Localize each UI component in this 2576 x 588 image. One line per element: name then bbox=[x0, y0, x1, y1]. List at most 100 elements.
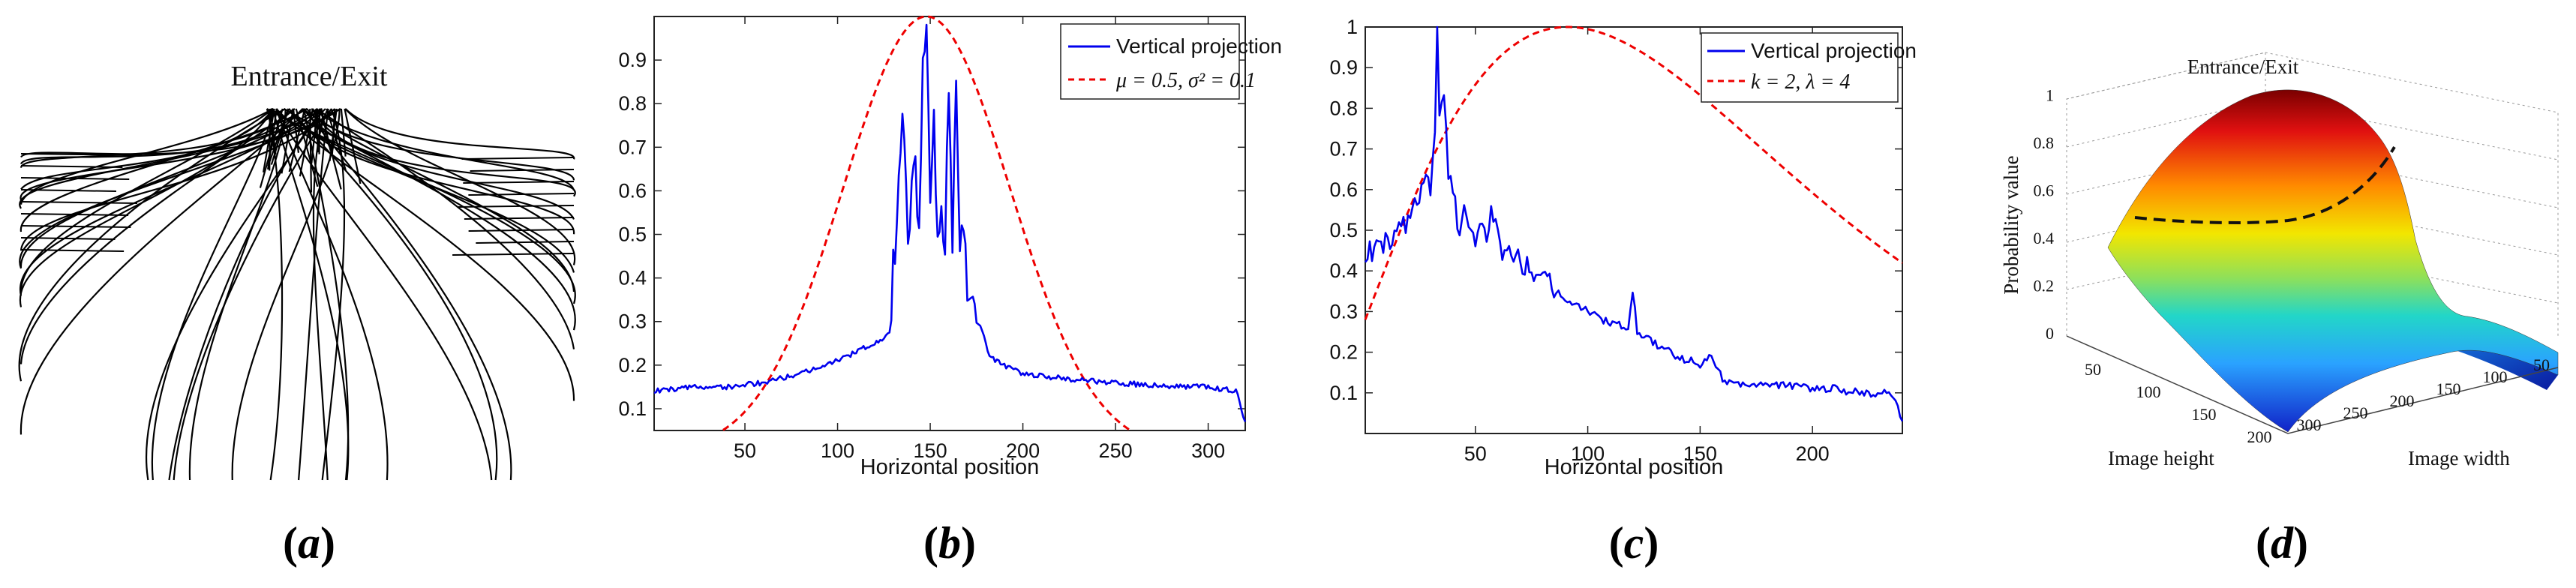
y-tick-label: 0.1 bbox=[618, 398, 647, 420]
y-tick-label: 0.8 bbox=[618, 92, 647, 115]
trajectory-line bbox=[468, 229, 575, 232]
trajectory-line bbox=[20, 108, 275, 292]
trajectory-line bbox=[275, 108, 389, 481]
trajectory-line bbox=[295, 108, 319, 188]
y-tick-label: 0.2 bbox=[618, 354, 647, 376]
trajectory-line bbox=[281, 108, 294, 174]
width-tick-label: 50 bbox=[2533, 356, 2550, 374]
trajectory-line bbox=[188, 108, 287, 481]
trajectory-line bbox=[173, 108, 332, 481]
x-tick-label: 150 bbox=[914, 440, 947, 462]
panel-a-label: (a) bbox=[283, 518, 335, 568]
x-tick-label: 250 bbox=[1099, 440, 1133, 462]
x-tick-label: 100 bbox=[1571, 442, 1605, 465]
y-tick-label: 0.3 bbox=[1329, 300, 1358, 322]
trajectory-line bbox=[20, 108, 296, 364]
trajectory-line bbox=[267, 108, 278, 170]
trajectory-line bbox=[470, 169, 575, 172]
trajectory-line bbox=[458, 205, 575, 208]
x-tick-label: 150 bbox=[1683, 442, 1717, 465]
width-tick-label: 250 bbox=[2343, 404, 2368, 422]
panel-d-dashed-curve bbox=[2134, 146, 2396, 224]
trajectory-line bbox=[340, 108, 347, 157]
panel-c-legend-box bbox=[1701, 32, 1899, 103]
trajectory-line bbox=[298, 108, 329, 481]
panel-b-gaussian-plot: 50 100 150 200 250 300 0.1 0.2 0.3 0.4 0.5 0.6 0.7 0.… bbox=[618, 15, 1282, 479]
y-tick-label: 0.7 bbox=[618, 136, 647, 158]
panel-c-label: (c) bbox=[1609, 518, 1659, 568]
trajectory-line bbox=[476, 241, 575, 244]
trajectory-line bbox=[20, 237, 116, 240]
trajectory-line bbox=[464, 217, 575, 220]
height-tick-label: 200 bbox=[2247, 428, 2272, 446]
height-tick-label: 50 bbox=[2085, 360, 2101, 379]
panel-d-height-ticks: 50 100 150 200 bbox=[2085, 360, 2272, 446]
z-tick-label: 0.4 bbox=[2034, 229, 2055, 248]
trajectory-line bbox=[20, 225, 131, 228]
y-tick-label: 0.1 bbox=[1329, 382, 1358, 404]
y-tick-label: 0.9 bbox=[618, 49, 647, 71]
panel-b-xlabel: Horizontal position bbox=[860, 455, 1040, 479]
trajectory-line bbox=[463, 181, 575, 184]
trajectory-line bbox=[309, 108, 313, 193]
z-tick-label: 1 bbox=[2046, 86, 2054, 105]
trajectory-line bbox=[344, 108, 576, 266]
x-tick-label: 50 bbox=[1464, 442, 1487, 465]
projection-line bbox=[653, 23, 1247, 422]
trajectory-line bbox=[452, 253, 575, 256]
y-tick-label: 0.2 bbox=[1329, 341, 1358, 364]
panel-b-legend-entry-2: μ = 0.5, σ² = 0.1 bbox=[1115, 69, 1256, 92]
z-tick-label: 0 bbox=[2046, 324, 2054, 343]
y-tick-label: 1 bbox=[1347, 16, 1358, 38]
trajectory-line bbox=[315, 108, 575, 350]
panel-d-label: (d) bbox=[2256, 518, 2308, 568]
panel-b-label: (b) bbox=[923, 518, 976, 568]
y-tick-label: 0.6 bbox=[618, 179, 647, 202]
panel-c-legend-entry-1: Vertical projection bbox=[1751, 39, 1917, 62]
trajectory-line bbox=[461, 157, 575, 160]
y-tick-label: 0.9 bbox=[1329, 56, 1358, 79]
width-tick-label: 300 bbox=[2297, 416, 2322, 434]
trajectory-line bbox=[19, 108, 341, 269]
trajectory-line bbox=[344, 108, 362, 184]
trajectory-line bbox=[270, 108, 290, 165]
panel-b-legend-entry-1: Vertical projection bbox=[1116, 34, 1282, 58]
trajectory-line bbox=[321, 108, 346, 481]
trajectory-line bbox=[292, 108, 300, 153]
panel-c-ticks: 50 100 150 200 0.1 0.2 0.3 0.4 0.5 0.6 0.7 0.8 0.9 1 bbox=[1329, 16, 1902, 465]
panel-d-z-ticks: 0 0.2 0.4 0.6 0.8 1 bbox=[2034, 86, 2055, 344]
x-tick-label: 200 bbox=[1796, 442, 1830, 465]
height-tick-label: 150 bbox=[2192, 405, 2217, 424]
panel-d-surface bbox=[2107, 89, 2559, 433]
trajectory-line bbox=[20, 153, 142, 156]
panel-d-surface-plot: Entrance/Exit 0 0.2 0.4 0.6 0.8 1 50 100 150 200… bbox=[2000, 52, 2559, 470]
z-tick-label: 0.6 bbox=[2034, 182, 2055, 200]
z-tick-label: 0.2 bbox=[2034, 277, 2055, 296]
trajectory-line bbox=[326, 108, 347, 171]
y-tick-label: 0.4 bbox=[1329, 260, 1358, 282]
trajectory-line bbox=[20, 201, 138, 204]
trajectory-line bbox=[19, 108, 274, 308]
panel-b-series bbox=[653, 15, 1247, 431]
trajectory-line bbox=[275, 108, 575, 401]
x-tick-label: 300 bbox=[1191, 440, 1225, 462]
panel-a-trajectory-plot: Entrance/Exit bbox=[18, 61, 576, 481]
trajectory-line bbox=[20, 177, 130, 180]
y-tick-label: 0.3 bbox=[618, 310, 647, 333]
width-tick-label: 150 bbox=[2436, 380, 2461, 398]
x-tick-label: 100 bbox=[821, 440, 854, 462]
y-tick-label: 0.6 bbox=[1329, 178, 1358, 201]
y-tick-label: 0.8 bbox=[1329, 97, 1358, 119]
y-tick-label: 0.7 bbox=[1329, 138, 1358, 160]
model-curve bbox=[1364, 26, 1903, 320]
panel-d-ylabel: Image width bbox=[2408, 447, 2510, 470]
y-tick-label: 0.5 bbox=[618, 224, 647, 246]
trajectory-line bbox=[468, 193, 575, 196]
height-tick-label: 100 bbox=[2136, 382, 2161, 401]
trajectory-line bbox=[20, 189, 116, 192]
panel-c-gamma-plot: 50 100 150 2000.10.20.30.40.50.60.70.80.91 … bbox=[1329, 16, 1917, 479]
trajectory-line bbox=[20, 213, 129, 216]
panel-a-trajectories bbox=[18, 108, 576, 481]
z-tick-label: 0.8 bbox=[2034, 134, 2055, 152]
